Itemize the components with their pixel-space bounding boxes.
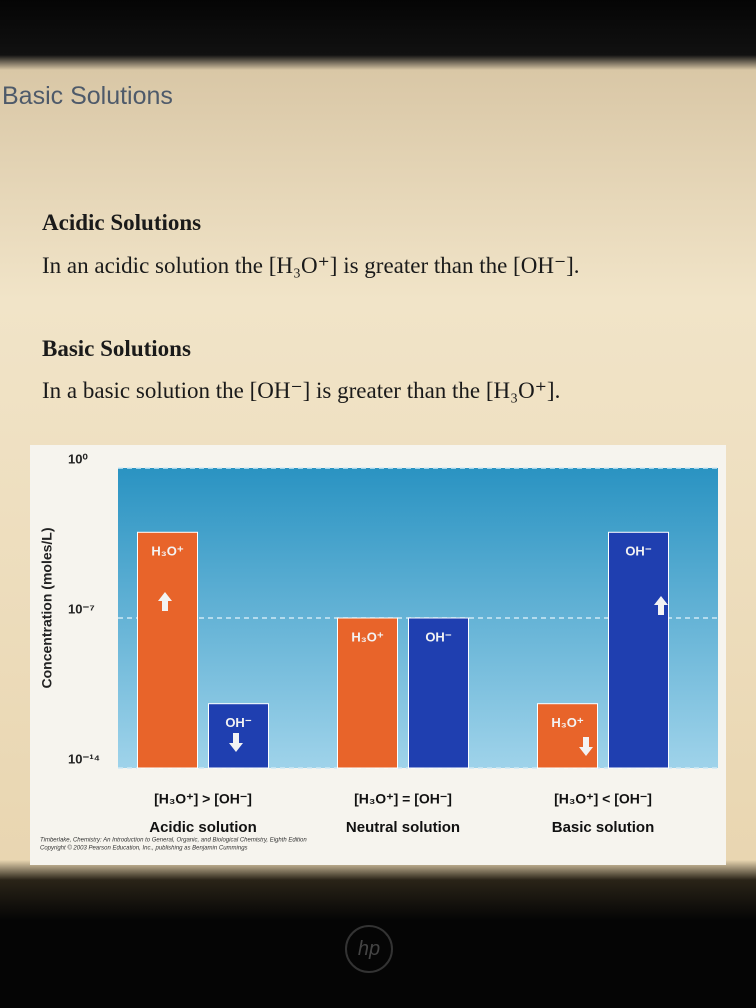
logo: hp [345, 925, 393, 973]
bar-label: H₃O⁺ [551, 715, 584, 730]
bar [408, 617, 469, 769]
down-arrow [579, 737, 593, 756]
relation-label: [H₃O⁺] = [OH⁻] [354, 791, 452, 807]
bar-label: OH⁻ [425, 629, 452, 644]
up-arrow [158, 592, 172, 611]
bar [337, 617, 398, 769]
down-arrow [229, 733, 243, 752]
x-tick-label: Neutral solution [346, 819, 460, 836]
relation-label: [H₃O⁺] < [OH⁻] [554, 791, 652, 807]
bar [137, 531, 198, 769]
credit: Timberlake, Chemistry: An Introduction t… [40, 838, 307, 844]
bar [537, 703, 598, 769]
credit: Copyright © 2003 Pearson Education, Inc.… [40, 845, 248, 852]
x-tick-label: Acidic solution [149, 819, 257, 836]
y-tick-label: 10⁻⁷ [68, 601, 95, 616]
x-tick-label: Basic solution [552, 819, 655, 836]
bar [608, 531, 669, 769]
paragraph: In an acidic solution the [H₃O⁺] is grea… [42, 253, 580, 278]
y-axis-label: Concentration (moles/L) [39, 527, 55, 688]
up-arrow [654, 596, 668, 615]
y-tick-label: 10⁰ [68, 451, 88, 466]
relation-label: [H₃O⁺] > [OH⁻] [154, 791, 252, 807]
heading: Acidic Solutions [42, 210, 202, 235]
heading: Basic Solutions [42, 336, 191, 361]
slide-title: Basic Solutions [2, 82, 173, 110]
bar-label: H₃O⁺ [151, 544, 184, 559]
arrows [158, 592, 668, 756]
bar-label: OH⁻ [625, 544, 652, 559]
y-tick-label: 10⁻¹⁴ [68, 751, 100, 766]
paragraph: In a basic solution the [OH⁻] is greater… [42, 378, 561, 403]
bar-label: OH⁻ [225, 715, 252, 730]
bar-label: H₃O⁺ [351, 629, 384, 644]
